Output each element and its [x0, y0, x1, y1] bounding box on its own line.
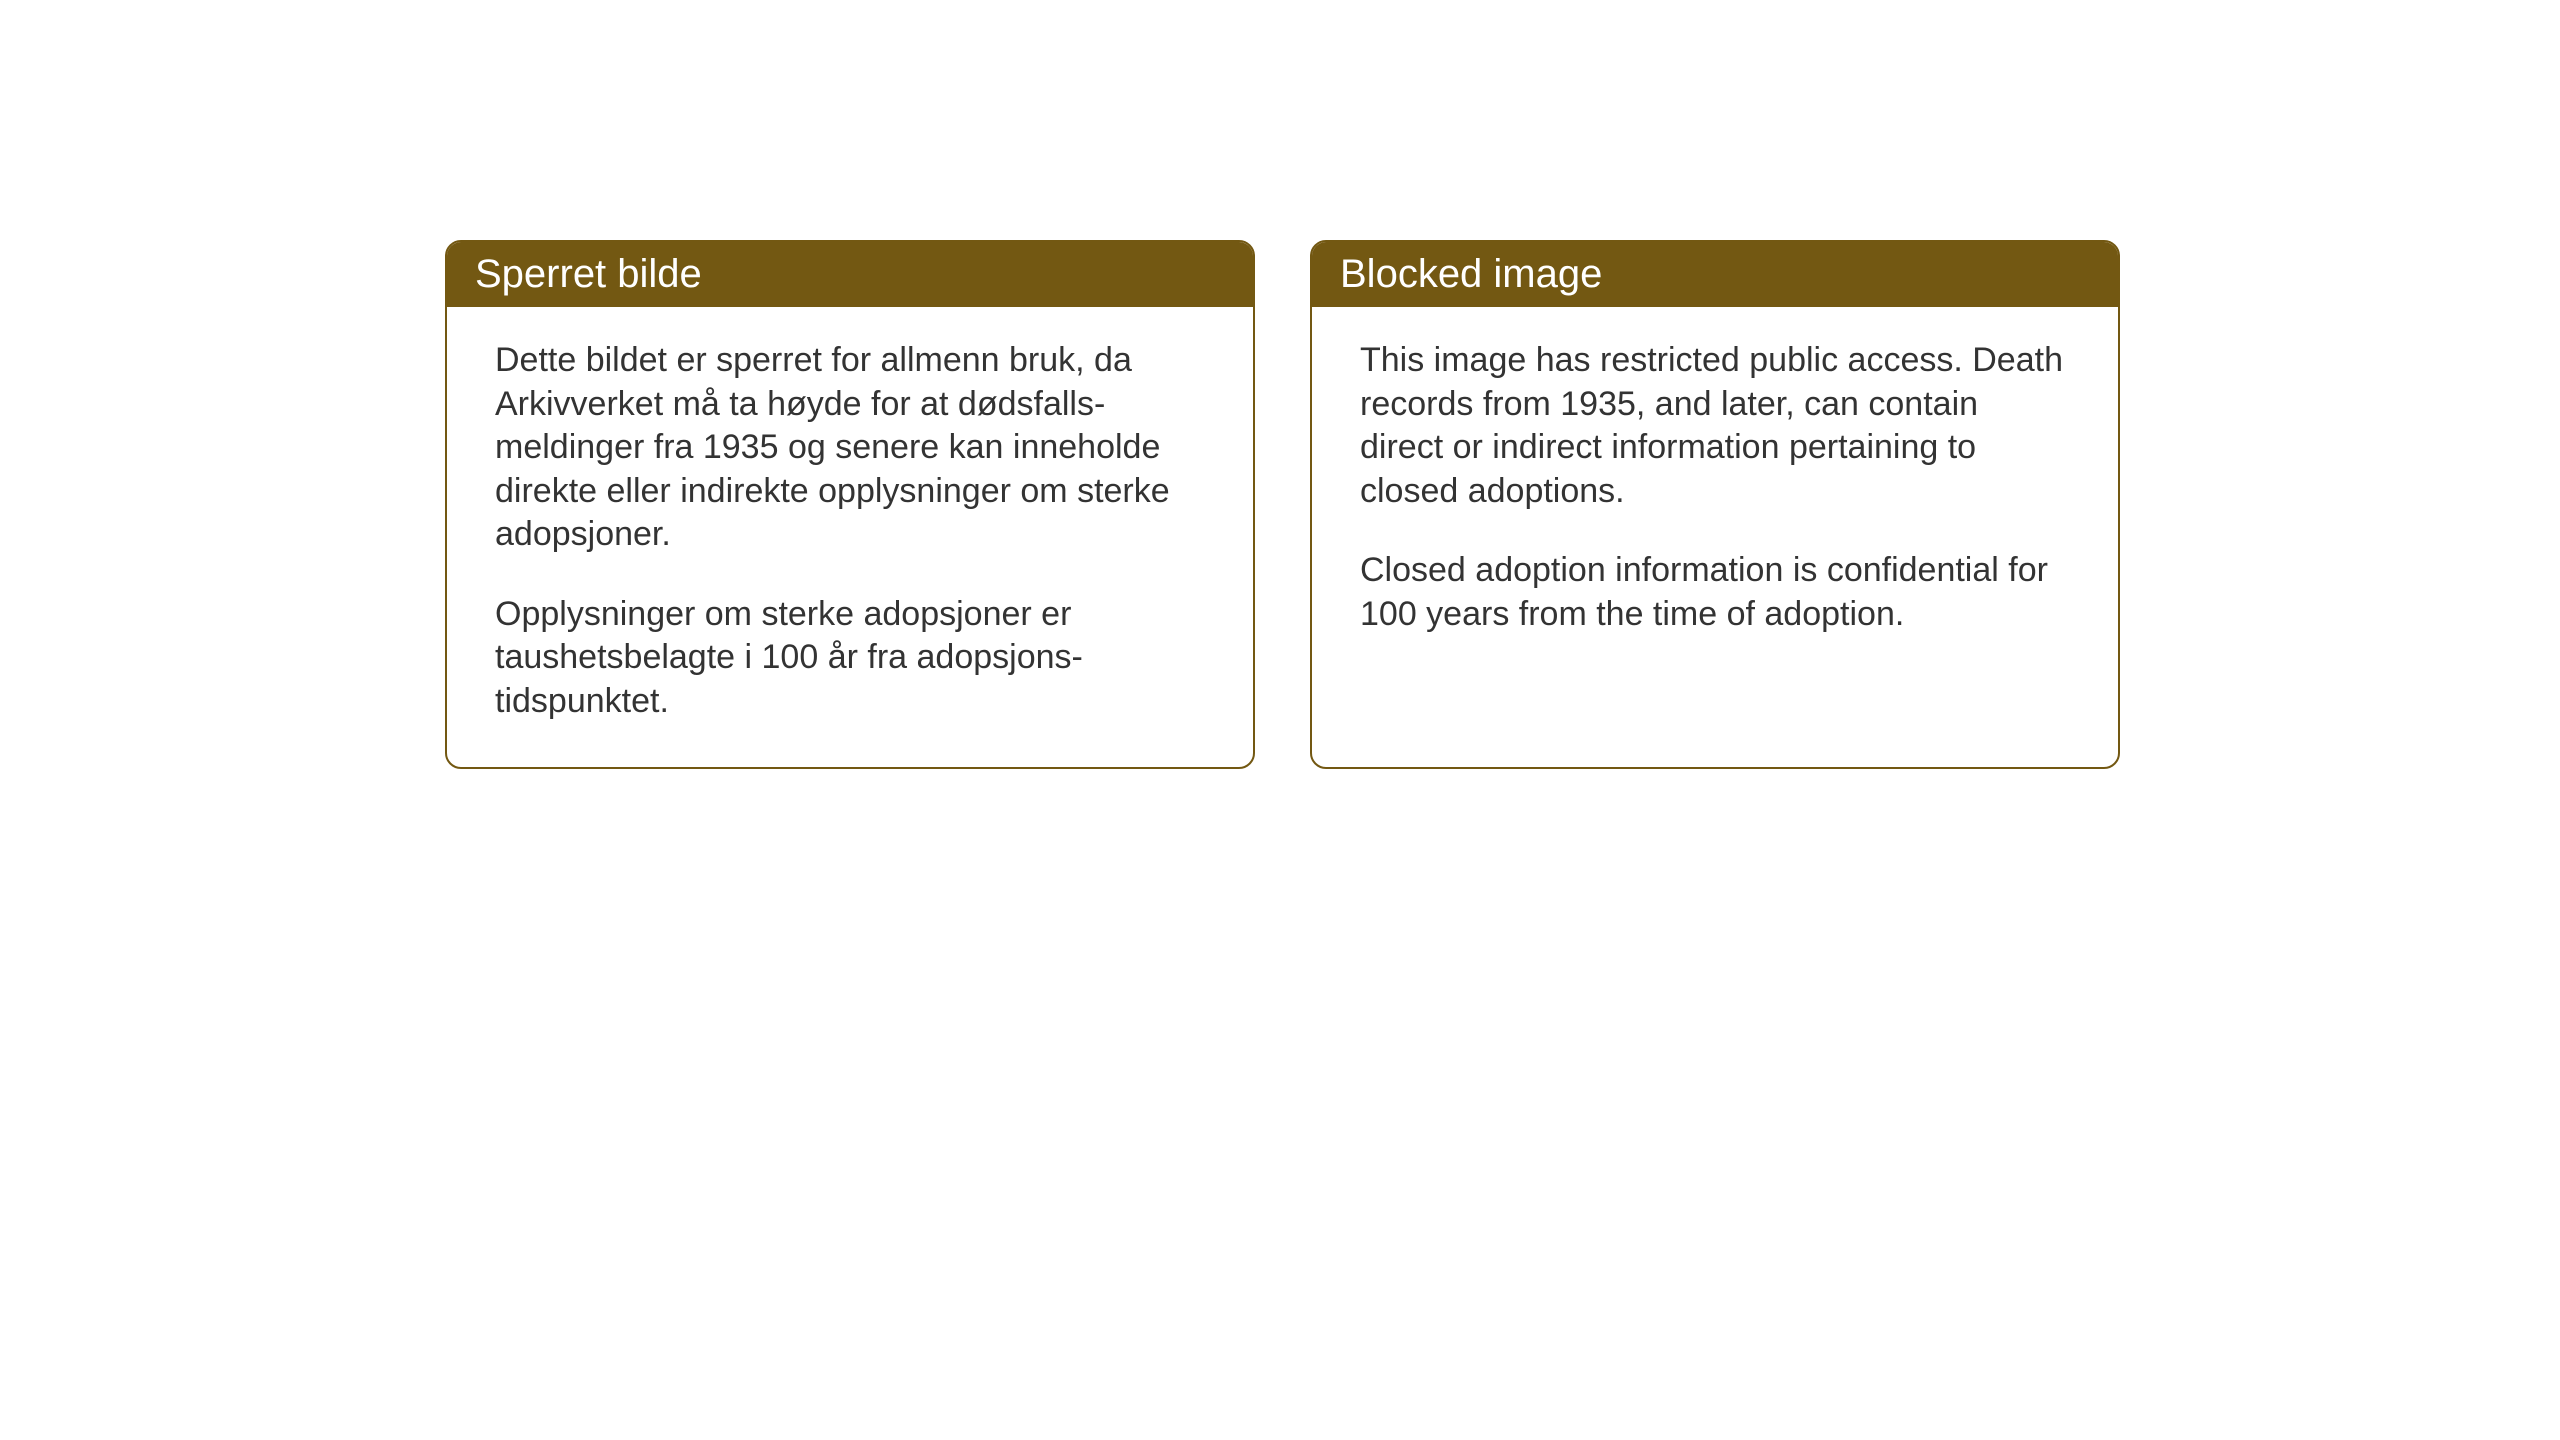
- card-english-header: Blocked image: [1312, 242, 2118, 307]
- card-norwegian-paragraph-1: Dette bildet er sperret for allmenn bruk…: [495, 339, 1205, 557]
- card-norwegian-header: Sperret bilde: [447, 242, 1253, 307]
- card-norwegian-paragraph-2: Opplysninger om sterke adopsjoner er tau…: [495, 593, 1205, 724]
- card-norwegian: Sperret bilde Dette bildet er sperret fo…: [445, 240, 1255, 769]
- card-english-paragraph-2: Closed adoption information is confident…: [1360, 549, 2070, 636]
- cards-container: Sperret bilde Dette bildet er sperret fo…: [445, 240, 2120, 769]
- card-norwegian-body: Dette bildet er sperret for allmenn bruk…: [447, 307, 1253, 767]
- card-english-paragraph-1: This image has restricted public access.…: [1360, 339, 2070, 513]
- card-norwegian-title: Sperret bilde: [475, 252, 702, 296]
- card-english-body: This image has restricted public access.…: [1312, 307, 2118, 680]
- card-english-title: Blocked image: [1340, 252, 1602, 296]
- card-english: Blocked image This image has restricted …: [1310, 240, 2120, 769]
